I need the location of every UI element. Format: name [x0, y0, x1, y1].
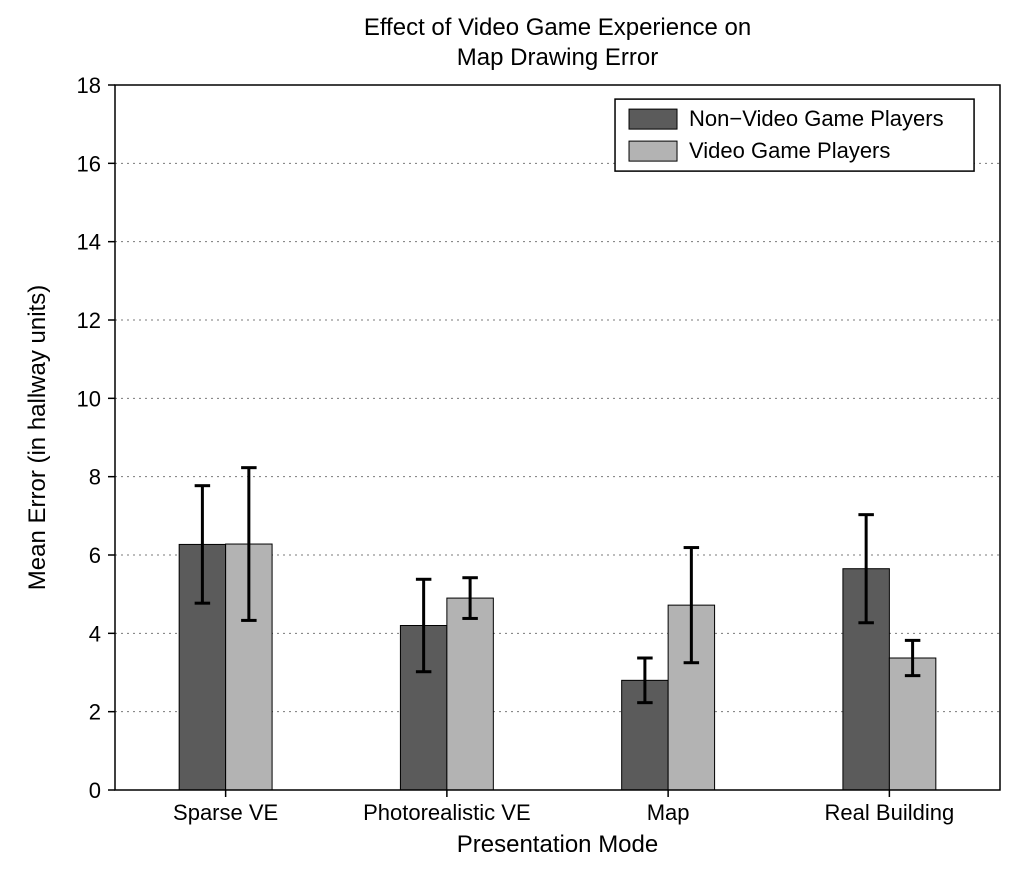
legend-swatch — [629, 109, 677, 129]
y-tick-label: 16 — [77, 151, 101, 176]
x-tick-label: Map — [647, 800, 690, 825]
y-tick-label: 0 — [89, 778, 101, 803]
bar-photorealistic-ve-1 — [447, 598, 493, 790]
x-tick-label: Sparse VE — [173, 800, 278, 825]
y-tick-label: 18 — [77, 73, 101, 98]
y-tick-label: 12 — [77, 308, 101, 333]
legend-swatch — [629, 141, 677, 161]
legend-label: Video Game Players — [689, 138, 890, 163]
chart-title-line1: Effect of Video Game Experience on — [364, 14, 751, 41]
y-tick-label: 2 — [89, 700, 101, 725]
y-tick-label: 4 — [89, 621, 101, 646]
y-tick-label: 8 — [89, 465, 101, 490]
legend-label: Non−Video Game Players — [689, 106, 944, 131]
x-axis-label: Presentation Mode — [457, 831, 658, 858]
y-tick-label: 10 — [77, 386, 101, 411]
legend: Non−Video Game Players Video Game Players — [615, 99, 974, 171]
x-tick-label: Photorealistic VE — [363, 800, 531, 825]
x-tick-label: Real Building — [825, 800, 955, 825]
chart-svg: 0 2 4 6 8 10 12 14 16 18 Sparse VE Photorealistic V… — [0, 0, 1035, 890]
y-tick-label: 6 — [89, 543, 101, 568]
chart-container: 0 2 4 6 8 10 12 14 16 18 Sparse VE Photorealistic V… — [0, 0, 1035, 890]
y-tick-label: 14 — [77, 230, 101, 255]
bar-real-building-1 — [889, 658, 935, 790]
y-axis-label: Mean Error (in hallway units) — [24, 285, 51, 590]
chart-title-line2: Map Drawing Error — [457, 44, 658, 71]
